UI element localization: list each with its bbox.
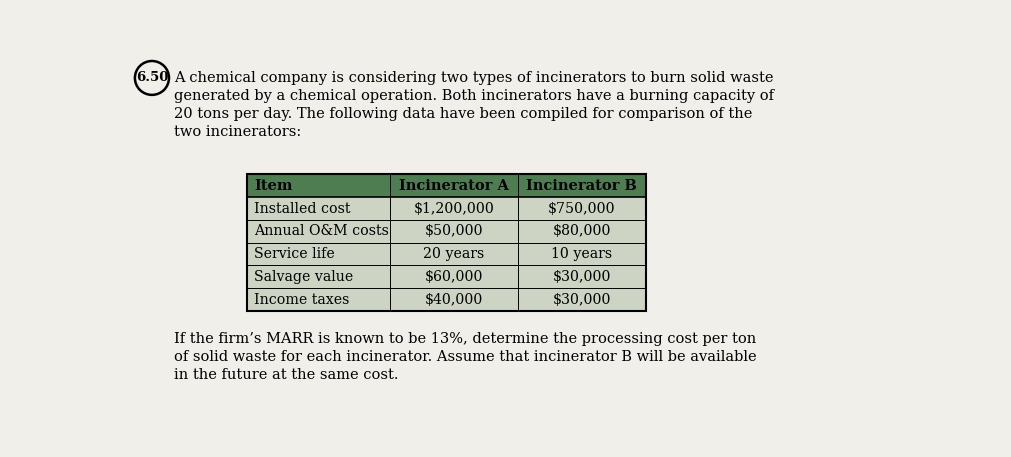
Text: 20 tons per day. The following data have been compiled for comparison of the: 20 tons per day. The following data have… (175, 107, 753, 121)
Text: $40,000: $40,000 (425, 292, 483, 307)
Text: Service life: Service life (254, 247, 335, 261)
Bar (247, 220, 646, 243)
Text: If the firm’s MARR is known to be 13%, determine the processing cost per ton: If the firm’s MARR is known to be 13%, d… (175, 332, 756, 346)
Text: Incinerator A: Incinerator A (399, 179, 509, 193)
Text: in the future at the same cost.: in the future at the same cost. (175, 368, 399, 382)
Bar (247, 266, 646, 288)
Text: generated by a chemical operation. Both incinerators have a burning capacity of: generated by a chemical operation. Both … (175, 89, 774, 103)
Text: Item: Item (254, 179, 292, 193)
Text: 6.50: 6.50 (135, 71, 168, 85)
Text: $30,000: $30,000 (552, 292, 611, 307)
Text: Annual O&M costs: Annual O&M costs (254, 224, 389, 239)
Text: Incinerator B: Incinerator B (527, 179, 637, 193)
Bar (247, 243, 646, 266)
Bar (247, 288, 646, 311)
Text: two incinerators:: two incinerators: (175, 125, 301, 139)
Text: 20 years: 20 years (424, 247, 484, 261)
Text: 10 years: 10 years (551, 247, 613, 261)
Text: Installed cost: Installed cost (254, 202, 351, 216)
Text: $50,000: $50,000 (425, 224, 483, 239)
Text: $1,200,000: $1,200,000 (413, 202, 494, 216)
Text: Income taxes: Income taxes (254, 292, 350, 307)
Text: $750,000: $750,000 (548, 202, 616, 216)
Text: A chemical company is considering two types of incinerators to burn solid waste: A chemical company is considering two ty… (175, 71, 774, 85)
Text: $60,000: $60,000 (425, 270, 483, 284)
Bar (247, 174, 646, 197)
Text: $80,000: $80,000 (552, 224, 611, 239)
Bar (247, 197, 646, 220)
Text: of solid waste for each incinerator. Assume that incinerator B will be available: of solid waste for each incinerator. Ass… (175, 350, 757, 364)
Bar (247, 174, 646, 311)
Text: $30,000: $30,000 (552, 270, 611, 284)
Text: Salvage value: Salvage value (254, 270, 354, 284)
